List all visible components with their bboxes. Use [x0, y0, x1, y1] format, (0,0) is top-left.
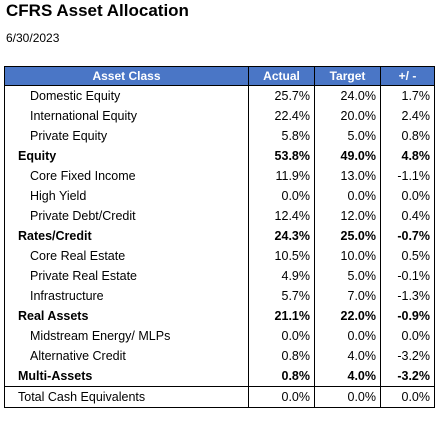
allocation-table: Asset Class Actual Target +/ - Domestic … [4, 66, 435, 408]
cell-value: 0.0% [380, 326, 435, 346]
cell-value: 0.0% [380, 386, 435, 408]
item-row: Alternative Credit 0.8% 4.0% -3.2% [4, 346, 435, 366]
cell-value: 25.7% [248, 85, 315, 106]
total-row: Real Assets 21.1% 22.0% -0.9% [4, 306, 435, 326]
item-row: Private Equity 5.8% 5.0% 0.8% [4, 126, 435, 146]
cell-value: -1.3% [380, 286, 435, 306]
item-row: Private Debt/Credit 12.4% 12.0% 0.4% [4, 206, 435, 226]
row-label: High Yield [4, 186, 249, 206]
cell-value: 0.0% [314, 326, 381, 346]
item-row: Private Real Estate 4.9% 5.0% -0.1% [4, 266, 435, 286]
row-label: Private Equity [4, 126, 249, 146]
cell-value: -0.1% [380, 266, 435, 286]
cell-value: 0.5% [380, 246, 435, 266]
item-row: Core Real Estate 10.5% 10.0% 0.5% [4, 246, 435, 266]
cell-value: -3.2% [380, 366, 435, 387]
cell-value: 0.0% [314, 186, 381, 206]
cell-value: 12.0% [314, 206, 381, 226]
item-row: Domestic Equity 25.7% 24.0% 1.7% [4, 85, 435, 106]
cell-value: 12.4% [248, 206, 315, 226]
cell-value: 0.8% [380, 126, 435, 146]
cell-value: 0.0% [380, 186, 435, 206]
cell-value: 0.0% [248, 326, 315, 346]
cell-value: 53.8% [248, 146, 315, 166]
cell-value: 5.8% [248, 126, 315, 146]
cell-value: -0.9% [380, 306, 435, 326]
column-header: Asset Class [4, 66, 249, 86]
item-row: International Equity 22.4% 20.0% 2.4% [4, 106, 435, 126]
title: CFRS Asset Allocation [6, 1, 189, 20]
cell-value: 5.7% [248, 286, 315, 306]
cell-value: 0.8% [248, 366, 315, 387]
cell-value: 5.0% [314, 126, 381, 146]
cell-value: 7.0% [314, 286, 381, 306]
header-row: Asset Class Actual Target +/ - [4, 66, 435, 86]
cell-value: 22.4% [248, 106, 315, 126]
cell-value: 4.0% [314, 366, 381, 387]
cell-value: 11.9% [248, 166, 315, 186]
item-row: High Yield 0.0% 0.0% 0.0% [4, 186, 435, 206]
cell-value: 0.4% [380, 206, 435, 226]
total-row: Rates/Credit 24.3% 25.0% -0.7% [4, 226, 435, 246]
cell-value: 4.0% [314, 346, 381, 366]
cell-value: 4.9% [248, 266, 315, 286]
row-label: Real Assets [4, 306, 249, 326]
row-label: Midstream Energy/ MLPs [4, 326, 249, 346]
row-label: Equity [4, 146, 249, 166]
cell-value: 0.0% [314, 386, 381, 408]
cell-value: 1.7% [380, 85, 435, 106]
row-label: Rates/Credit [4, 226, 249, 246]
table-body: Domestic Equity 25.7% 24.0% 1.7% Internation… [4, 85, 435, 408]
item-row: Core Fixed Income 11.9% 13.0% -1.1% [4, 166, 435, 186]
cell-value: 2.4% [380, 106, 435, 126]
column-header: Target [314, 66, 381, 86]
row-label: Infrastructure [4, 286, 249, 306]
cell-value: -1.1% [380, 166, 435, 186]
total-row: Equity 53.8% 49.0% 4.8% [4, 146, 435, 166]
cell-value: 0.8% [248, 346, 315, 366]
row-label: Core Real Estate [4, 246, 249, 266]
cell-value: 49.0% [314, 146, 381, 166]
cell-value: 20.0% [314, 106, 381, 126]
cell-value: 10.0% [314, 246, 381, 266]
item-row: Infrastructure 5.7% 7.0% -1.3% [4, 286, 435, 306]
column-header: Actual [248, 66, 315, 86]
row-label: Private Real Estate [4, 266, 249, 286]
column-header: +/ - [380, 66, 435, 86]
cell-value: 24.3% [248, 226, 315, 246]
row-label: Core Fixed Income [4, 166, 249, 186]
cell-value: 4.8% [380, 146, 435, 166]
row-label: International Equity [4, 106, 249, 126]
cell-value: 21.1% [248, 306, 315, 326]
cell-value: 0.0% [248, 386, 315, 408]
cell-value: 13.0% [314, 166, 381, 186]
row-label: Multi-Assets [4, 366, 249, 387]
row-label: Domestic Equity [4, 85, 249, 106]
date: 6/30/2023 [6, 31, 60, 45]
cell-value: 10.5% [248, 246, 315, 266]
total-row: Multi-Assets 0.8% 4.0% -3.2% [4, 366, 435, 387]
row-label: Alternative Credit [4, 346, 249, 366]
row-label: Private Debt/Credit [4, 206, 249, 226]
cell-value: 0.0% [248, 186, 315, 206]
cell-value: 5.0% [314, 266, 381, 286]
cell-value: 22.0% [314, 306, 381, 326]
foot-row: Total Cash Equivalents 0.0% 0.0% 0.0% [4, 386, 435, 408]
row-label: Total Cash Equivalents [4, 386, 249, 408]
cell-value: 24.0% [314, 85, 381, 106]
cell-value: -3.2% [380, 346, 435, 366]
cell-value: -0.7% [380, 226, 435, 246]
item-row: Midstream Energy/ MLPs 0.0% 0.0% 0.0% [4, 326, 435, 346]
cell-value: 25.0% [314, 226, 381, 246]
